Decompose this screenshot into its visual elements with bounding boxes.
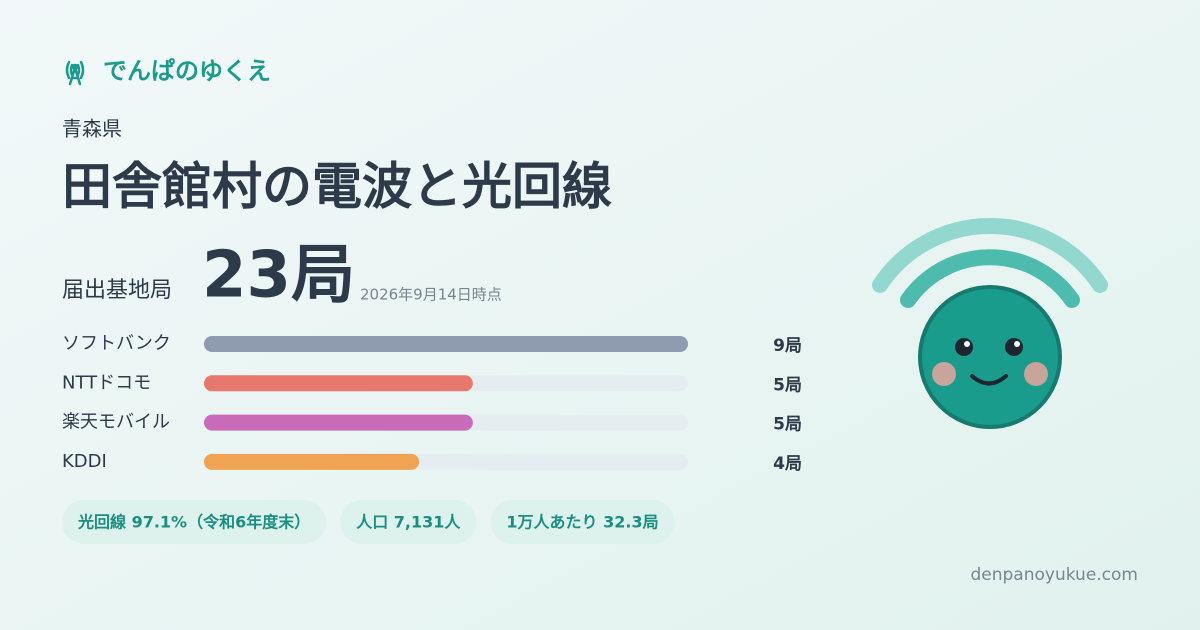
bar [204, 375, 473, 392]
title: 田舎館村の電波と光回線 [62, 158, 612, 216]
chip-label: 人口 7,131人 [356, 513, 461, 532]
chip-label: 1万人あたり 32.3局 [506, 513, 658, 532]
category-label: NTTドコモ [62, 372, 151, 393]
footer: denpanoyukue.com [970, 565, 1138, 585]
as-of: 2026年9月14日時点 [360, 286, 502, 304]
prefecture: 青森県 [62, 117, 122, 141]
chip [62, 500, 327, 544]
bar [204, 414, 473, 431]
bar [204, 336, 688, 352]
brand: でんぱのゆくえ [103, 57, 271, 85]
chip-label: 光回線 97.1%（令和6年度末） [77, 513, 310, 532]
chips: 光回線 97.1%（令和6年度末） 人口 7,131人 1万人あたり 32.3局 [62, 500, 675, 544]
value-label: 4局 [773, 454, 802, 474]
chip [490, 500, 675, 544]
bar [204, 453, 420, 470]
value-label: 5局 [773, 415, 802, 435]
station-count: 23局 [202, 239, 355, 313]
mascot [872, 217, 1108, 429]
value-label: 5局 [773, 375, 802, 395]
station-label: 届出基地局 [62, 278, 172, 303]
value-label: 9局 [773, 336, 802, 356]
chip [340, 500, 477, 544]
category-label: 楽天モバイル [62, 412, 170, 433]
brand-icon [65, 60, 85, 86]
category-label: ソフトバンク [62, 333, 171, 354]
category-label: KDDI [62, 451, 107, 472]
